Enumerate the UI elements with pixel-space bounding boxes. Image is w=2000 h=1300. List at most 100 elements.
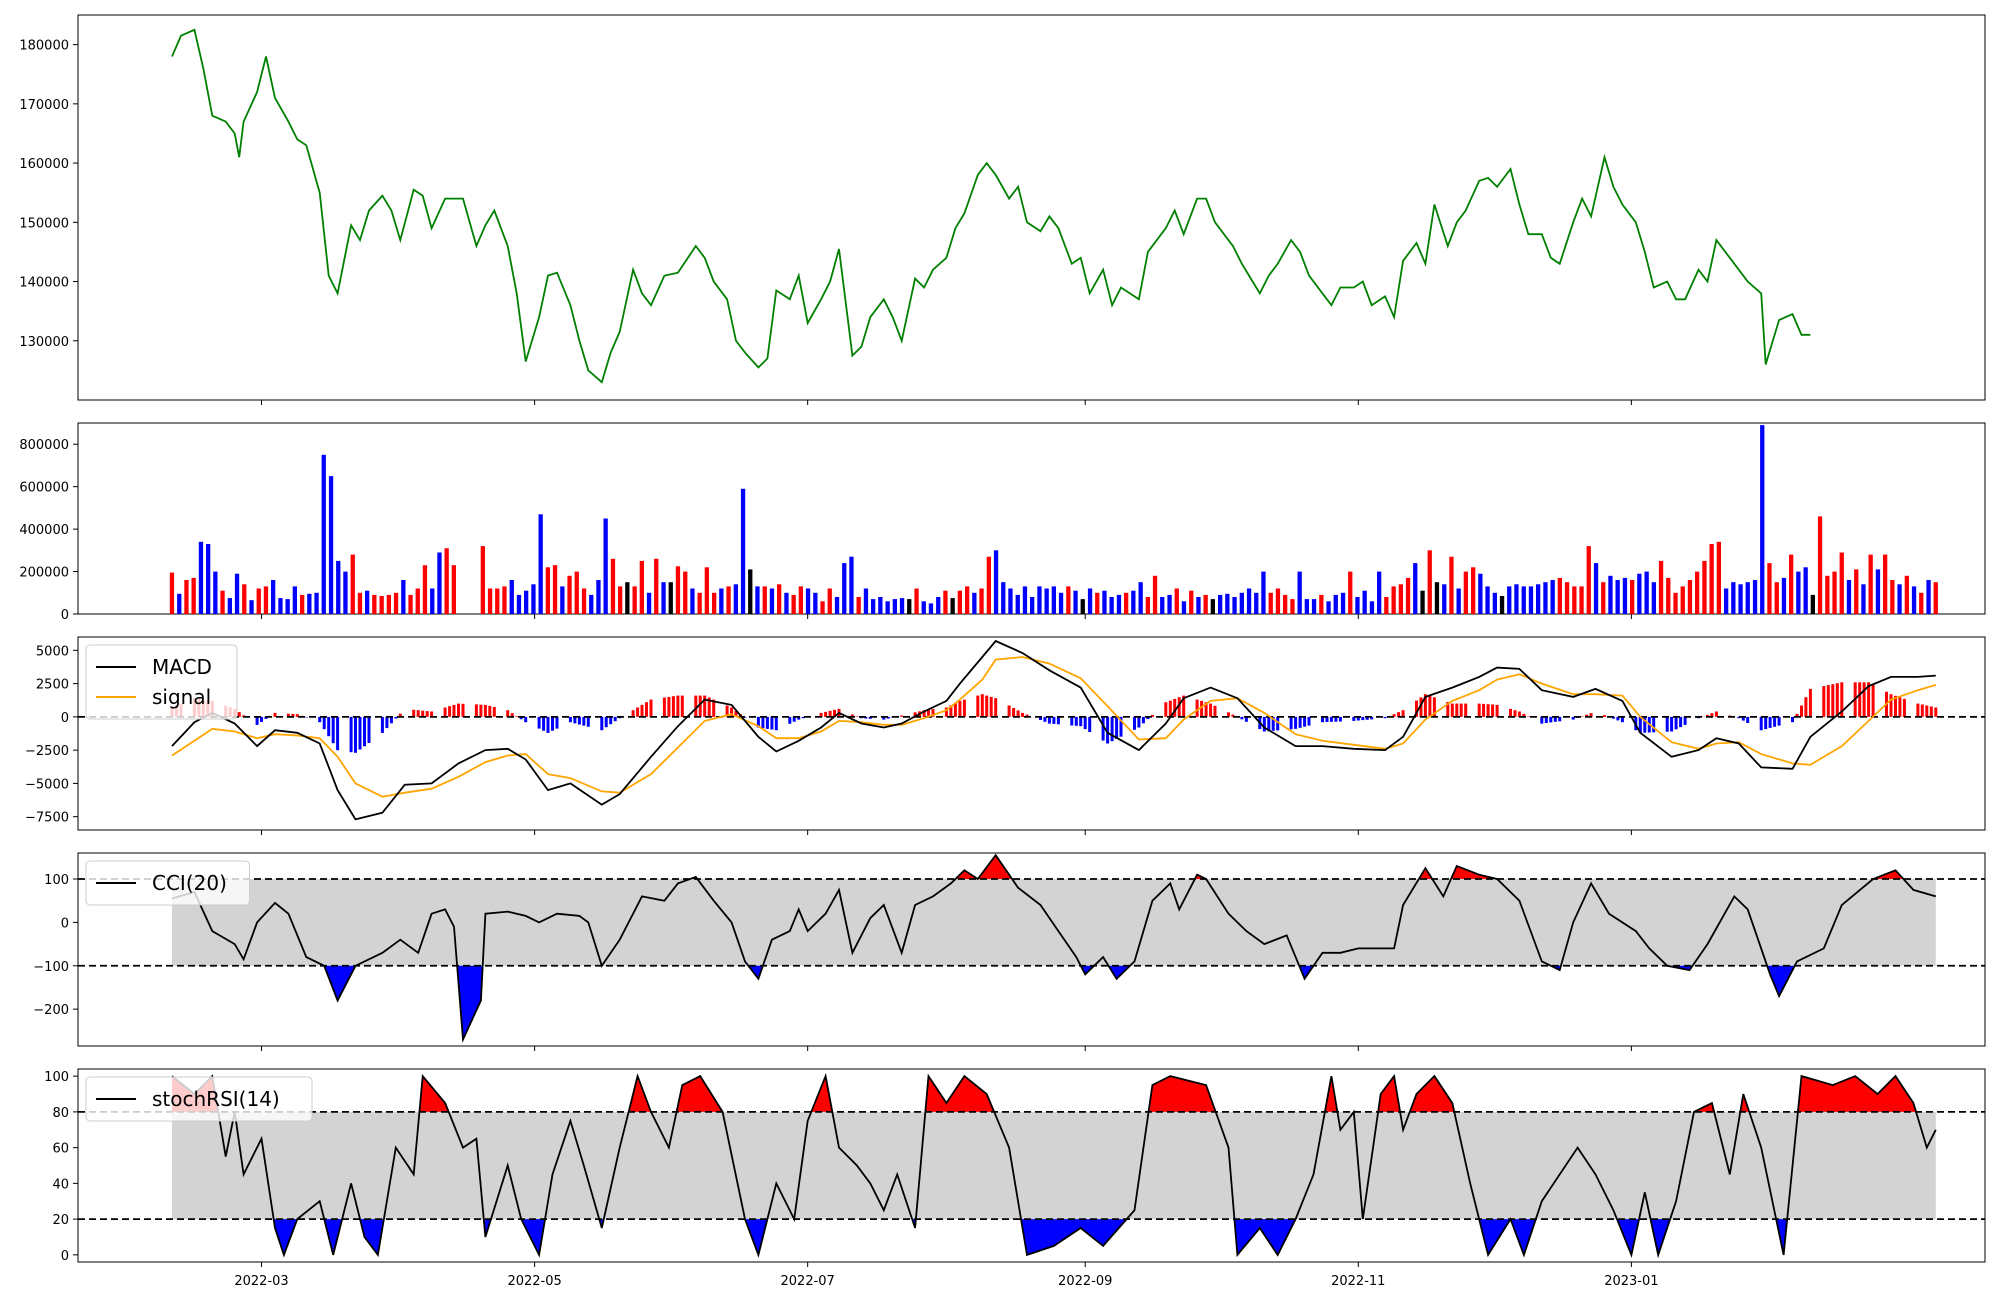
y-tick-label: 140000: [19, 276, 69, 291]
volume-bar: [552, 565, 558, 614]
macd-histogram-bar: [492, 707, 496, 717]
volume-bar: [943, 590, 948, 614]
volume-bar: [1131, 590, 1136, 614]
macd-histogram-bar: [1146, 716, 1150, 720]
x-tick-label: 2022-09: [1058, 1274, 1112, 1289]
legend-box: [85, 1076, 313, 1122]
volume-bar: [516, 594, 522, 614]
overbought-fill: [172, 855, 1936, 879]
y-tick-label: 2500: [36, 678, 69, 693]
volume-bar: [769, 588, 775, 614]
macd-histogram-bar: [604, 716, 608, 728]
macd-histogram-bar: [582, 716, 586, 726]
volume-bar: [198, 541, 204, 614]
volume-bar: [314, 592, 319, 614]
macd-histogram-bar: [609, 716, 613, 725]
volume-bar: [1781, 577, 1787, 614]
volume-bar: [1398, 584, 1403, 614]
macd-histogram-bar: [1826, 685, 1830, 717]
macd-histogram-bar: [703, 695, 707, 717]
macd-histogram-bar: [1795, 713, 1799, 717]
volume-bar: [740, 488, 746, 614]
macd-histogram-bar: [1603, 715, 1606, 717]
y-tick-label: −100: [33, 960, 69, 975]
macd-histogram-bar: [1074, 716, 1078, 726]
macd-histogram-bar: [1227, 712, 1230, 717]
volume-bar: [1695, 571, 1700, 614]
macd-histogram-bar: [1088, 716, 1092, 732]
volume-bar: [1752, 580, 1758, 614]
price-line: [171, 28, 1811, 384]
volume-bar: [495, 588, 500, 614]
macd-histogram-bar: [1361, 716, 1365, 721]
macd-histogram-bar: [273, 712, 277, 717]
macd-histogram-bar: [322, 716, 326, 730]
volume-bar: [1326, 601, 1331, 614]
macd-histogram-bar: [1047, 716, 1051, 724]
volume-bar: [1463, 571, 1468, 614]
volume-bar: [1789, 554, 1794, 614]
volume-bar: [1745, 582, 1750, 614]
volume-bar: [907, 599, 912, 614]
macd-histogram-bar: [1867, 682, 1871, 717]
volume-bar: [1058, 592, 1064, 614]
volume-bar: [1138, 582, 1143, 614]
volume-bar: [1687, 580, 1693, 614]
x-tick-label: 2022-07: [781, 1274, 835, 1289]
macd-histogram-bar: [1808, 688, 1812, 717]
volume-bar: [748, 569, 753, 614]
macd-histogram-bar: [824, 711, 828, 717]
volume-bar: [1846, 580, 1852, 614]
macd-histogram-bar: [1665, 716, 1669, 732]
macd-histogram-bar: [1544, 716, 1548, 723]
macd-histogram-bar: [1835, 683, 1839, 717]
macd-histogram-bar: [922, 710, 926, 717]
macd-histogram-bar: [1397, 712, 1401, 717]
macd-histogram-bar: [1558, 716, 1562, 722]
macd-histogram-bar: [1934, 707, 1938, 717]
volume-bar: [1926, 580, 1931, 614]
volume-bar: [704, 567, 709, 614]
macd-histogram-bar: [1929, 706, 1933, 717]
macd-histogram-bar: [671, 696, 675, 717]
macd-histogram-bar: [1589, 713, 1593, 717]
macd-histogram-bar: [1522, 713, 1526, 717]
volume-bar: [393, 592, 399, 614]
volume-bar: [372, 594, 377, 614]
macd-histogram-bar: [1070, 716, 1074, 726]
volume-bar: [885, 601, 890, 614]
macd-histogram-bar: [1840, 682, 1844, 717]
macd-histogram-bar: [1052, 716, 1056, 724]
volume-bar: [1478, 573, 1483, 614]
volume-bar: [1030, 597, 1035, 614]
macd-histogram-bar: [1683, 716, 1687, 725]
x-tick-label: 2022-05: [507, 1274, 561, 1289]
macd-histogram-bar: [1486, 704, 1490, 717]
macd-histogram-bar: [1611, 716, 1615, 719]
volume-bar: [538, 514, 543, 614]
macd-histogram-bar: [1338, 716, 1342, 722]
volume-bar: [654, 558, 659, 614]
volume-bar: [1391, 586, 1396, 614]
macd-histogram-bar: [944, 707, 948, 717]
volume-bar: [1760, 425, 1765, 614]
volume-bar: [1203, 594, 1208, 614]
macd-histogram-bar: [962, 699, 966, 717]
volume-bar: [1767, 563, 1772, 614]
volume-bar: [928, 603, 934, 614]
macd-panel: −7500 −5000 −2500 0 2500 5000 MACD signal: [25, 636, 1986, 835]
volume-bar: [719, 588, 724, 614]
volume-bar: [646, 592, 652, 614]
volume-bar: [1297, 571, 1302, 614]
macd-histogram-bar: [980, 694, 984, 717]
macd-histogram-bar: [461, 703, 465, 717]
macd-histogram-bar: [1298, 716, 1302, 728]
macd-histogram-bar: [1213, 705, 1217, 717]
cci-line: [171, 853, 1937, 1044]
volume-bar: [422, 565, 428, 614]
volume-bar: [798, 586, 803, 614]
volume-bar: [1716, 541, 1721, 614]
macd-histogram-bar: [1012, 708, 1016, 717]
cci-panel: −200 −100 0 100 CCI(20): [33, 852, 1986, 1051]
macd-histogram-bar: [985, 695, 989, 717]
